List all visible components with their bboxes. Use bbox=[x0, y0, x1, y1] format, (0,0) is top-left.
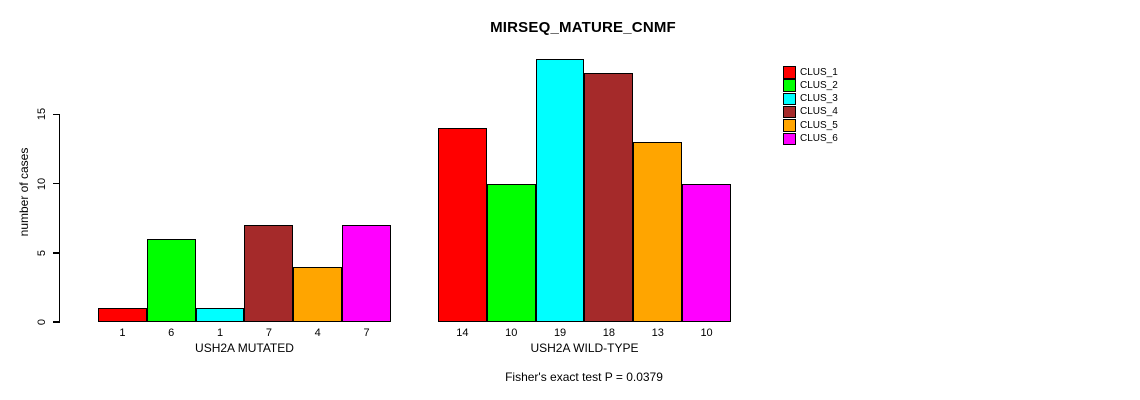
y-axis-tick bbox=[53, 182, 59, 185]
bar-clus_1 bbox=[98, 308, 147, 322]
bar-value-label: 6 bbox=[168, 327, 175, 339]
group-label: USH2A WILD-TYPE bbox=[530, 341, 639, 355]
bar-value-label: 7 bbox=[265, 327, 272, 339]
legend-label: CLUS_5 bbox=[800, 119, 838, 131]
bar-value-label: 18 bbox=[602, 327, 616, 339]
legend-label: CLUS_2 bbox=[800, 79, 838, 91]
bar-clus_3 bbox=[195, 308, 245, 322]
annotation-fisher-test: Fisher's exact test P = 0.0379 bbox=[505, 370, 663, 384]
bar-value-label: 19 bbox=[553, 327, 567, 339]
y-tick-label: 0 bbox=[36, 318, 48, 326]
bar-clus_4 bbox=[584, 72, 634, 322]
y-axis-tick bbox=[53, 252, 59, 254]
bar-value-label: 13 bbox=[651, 327, 664, 339]
legend-swatch-clus_2 bbox=[783, 79, 796, 92]
y-axis-tick bbox=[53, 321, 59, 323]
bar-clus_5 bbox=[293, 266, 343, 322]
y-tick-label: 5 bbox=[36, 249, 48, 256]
legend-label: CLUS_4 bbox=[800, 106, 838, 118]
legend-swatch-clus_5 bbox=[783, 119, 796, 132]
legend-label: CLUS_3 bbox=[800, 93, 838, 105]
chart-title: MIRSEQ_MATURE_CNMF bbox=[490, 19, 676, 36]
bar-clus_2 bbox=[486, 183, 536, 322]
bar-clus_6 bbox=[682, 183, 731, 322]
y-tick-label: 10 bbox=[36, 177, 48, 190]
legend-swatch-clus_6 bbox=[783, 132, 796, 145]
legend-label: CLUS_6 bbox=[800, 133, 838, 144]
group-label: USH2A MUTATED bbox=[195, 341, 294, 355]
bar-value-label: 1 bbox=[119, 327, 126, 339]
y-tick-label: 15 bbox=[36, 108, 48, 121]
legend-label: CLUS_1 bbox=[800, 66, 838, 78]
bar-value-label: 14 bbox=[456, 327, 469, 339]
bar-clus_3 bbox=[535, 59, 585, 322]
bar-clus_6 bbox=[342, 225, 391, 322]
bar-value-label: 10 bbox=[505, 327, 518, 339]
legend-swatch-clus_1 bbox=[783, 66, 796, 79]
y-axis-line bbox=[58, 114, 60, 324]
bar-clus_5 bbox=[633, 142, 683, 322]
bar-clus_1 bbox=[438, 128, 487, 322]
bar-value-label: 1 bbox=[217, 327, 224, 339]
y-axis-label: number of cases bbox=[17, 147, 31, 237]
legend-swatch-clus_3 bbox=[783, 92, 796, 106]
legend-swatch-clus_4 bbox=[783, 105, 796, 119]
bar-value-label: 4 bbox=[314, 327, 321, 339]
bar-value-label: 7 bbox=[363, 327, 370, 339]
bar-value-label: 10 bbox=[700, 327, 713, 339]
bar-clus_2 bbox=[146, 238, 196, 322]
bar-clus_4 bbox=[244, 225, 294, 322]
y-axis-tick bbox=[53, 113, 59, 116]
